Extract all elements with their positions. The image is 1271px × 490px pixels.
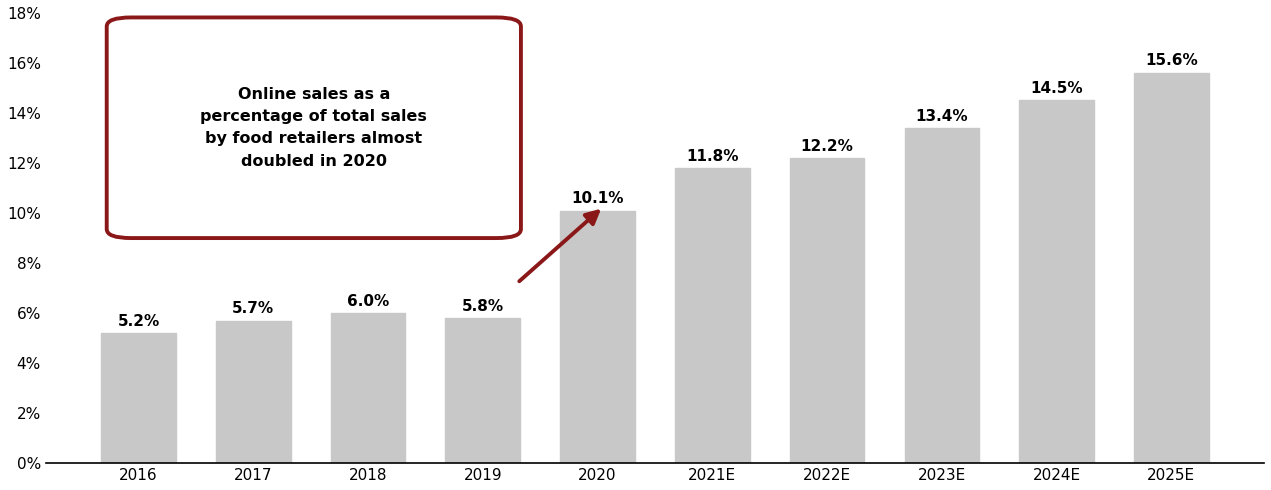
- Text: 11.8%: 11.8%: [686, 148, 738, 164]
- Text: 5.7%: 5.7%: [233, 301, 275, 316]
- Bar: [102, 333, 175, 463]
- Bar: [789, 158, 864, 463]
- Text: 10.1%: 10.1%: [571, 191, 624, 206]
- Bar: [1134, 73, 1209, 463]
- Text: 12.2%: 12.2%: [801, 139, 854, 153]
- Bar: [561, 211, 634, 463]
- Text: 5.8%: 5.8%: [461, 298, 503, 314]
- Bar: [1019, 100, 1094, 463]
- Text: 15.6%: 15.6%: [1145, 53, 1197, 69]
- Text: 13.4%: 13.4%: [915, 108, 969, 123]
- Bar: [330, 313, 405, 463]
- FancyBboxPatch shape: [107, 18, 521, 238]
- Text: Online sales as a
percentage of total sales
by food retailers almost
doubled in : Online sales as a percentage of total sa…: [201, 87, 427, 169]
- Bar: [216, 320, 291, 463]
- Text: 5.2%: 5.2%: [117, 314, 160, 329]
- Text: 6.0%: 6.0%: [347, 294, 389, 309]
- Bar: [905, 128, 979, 463]
- Bar: [675, 168, 750, 463]
- Text: 14.5%: 14.5%: [1031, 81, 1083, 96]
- Bar: [445, 318, 520, 463]
